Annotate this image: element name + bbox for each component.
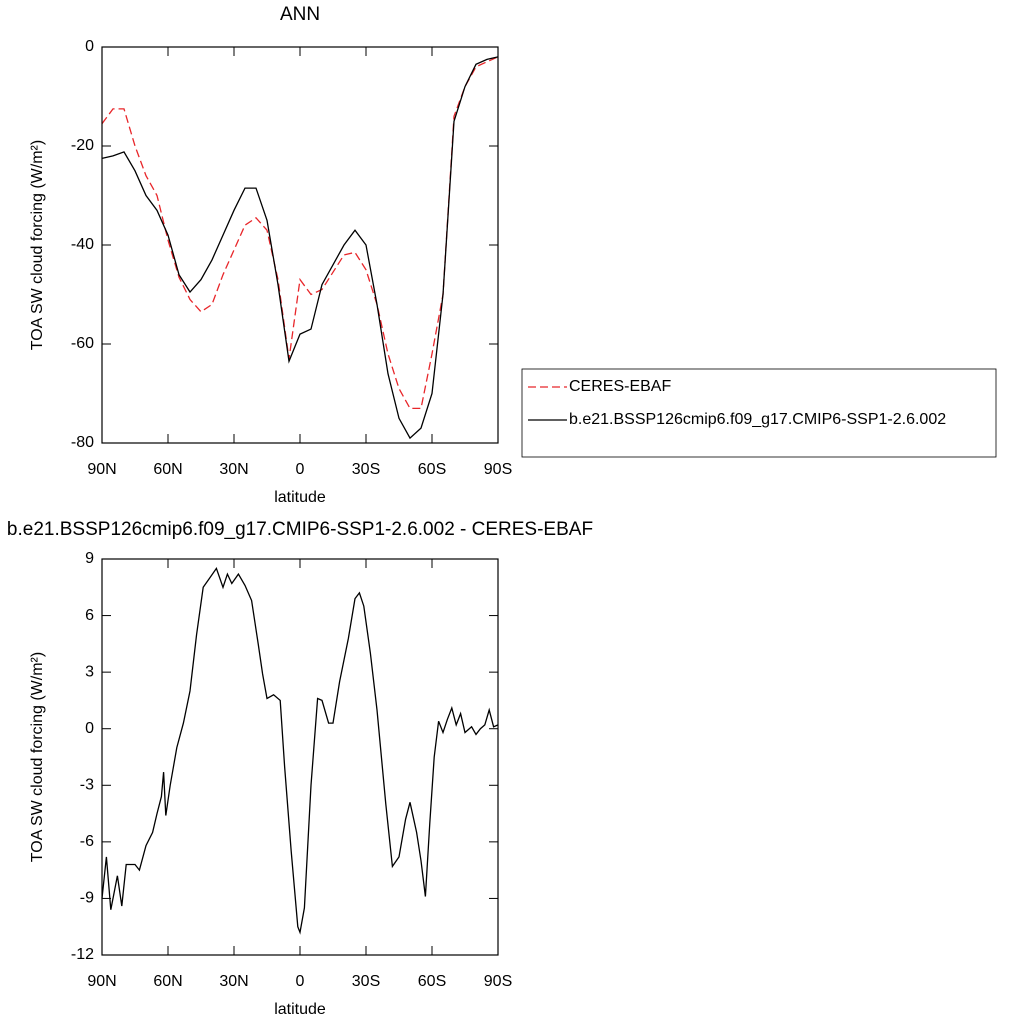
legend-label: b.e21.BSSP126cmip6.f09_g17.CMIP6-SSP1-2.… <box>569 411 946 428</box>
x-tick-label: 90S <box>484 973 512 990</box>
x-tick-label: 0 <box>296 973 305 990</box>
x-tick-label: 0 <box>296 461 305 478</box>
x-tick-label: 30N <box>219 973 248 990</box>
x-tick-label: 30N <box>219 461 248 478</box>
x-tick-label: 60N <box>153 973 182 990</box>
y-tick-label: -9 <box>80 890 94 907</box>
y-tick-label: -12 <box>71 946 94 963</box>
chart-title: b.e21.BSSP126cmip6.f09_g17.CMIP6-SSP1-2.… <box>7 519 593 540</box>
legend-box <box>521 368 997 458</box>
x-tick-label: 60N <box>153 461 182 478</box>
data-line <box>101 56 499 410</box>
x-tick-label: 90N <box>87 461 116 478</box>
plot-frame <box>101 46 499 444</box>
plot-frame <box>101 558 499 956</box>
y-tick-label: -3 <box>80 777 94 794</box>
y-tick-label: -80 <box>71 434 94 451</box>
x-tick-label: 30S <box>352 973 380 990</box>
y-tick-label: 6 <box>85 607 94 624</box>
x-axis-label: latitude <box>274 489 326 506</box>
y-tick-label: 3 <box>85 663 94 680</box>
x-tick-label: 60S <box>418 461 446 478</box>
y-tick-label: -6 <box>80 833 94 850</box>
x-tick-label: 90N <box>87 973 116 990</box>
legend-label: CERES-EBAF <box>569 378 671 395</box>
x-tick-label: 60S <box>418 973 446 990</box>
y-tick-label: 9 <box>85 550 94 567</box>
y-tick-label: -20 <box>71 137 94 154</box>
x-tick-label: 30S <box>352 461 380 478</box>
y-axis-label: TOA SW cloud forcing (W/m²) <box>29 140 46 350</box>
x-tick-label: 90S <box>484 461 512 478</box>
y-tick-label: -40 <box>71 236 94 253</box>
y-axis-label: TOA SW cloud forcing (W/m²) <box>29 652 46 862</box>
data-line <box>101 566 499 935</box>
chart-title: ANN <box>280 4 320 25</box>
y-tick-label: -60 <box>71 335 94 352</box>
data-line <box>101 56 499 440</box>
y-tick-label: 0 <box>85 38 94 55</box>
x-axis-label: latitude <box>274 1001 326 1018</box>
y-tick-label: 0 <box>85 720 94 737</box>
